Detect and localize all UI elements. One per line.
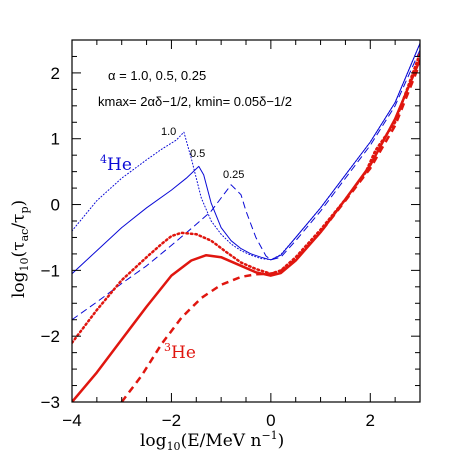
y-tick-label: −3 xyxy=(41,393,60,412)
curve-he3-alpha-0-5 xyxy=(72,59,420,402)
y-tick-label: 2 xyxy=(51,64,60,83)
he4-label: 4He xyxy=(100,153,132,175)
y-tick-label: −1 xyxy=(41,261,60,280)
alpha-label-1-0: 1.0 xyxy=(161,126,176,138)
x-tick-label: 2 xyxy=(366,411,375,430)
y-axis-title: log10(τac/τp) xyxy=(9,200,31,298)
x-tick-label: 0 xyxy=(266,411,275,430)
alpha-label-0-5: 0.5 xyxy=(190,148,205,160)
ticks-layer: −4 −2 0 2 −3 −2 −1 0 1 2 xyxy=(41,39,421,430)
alpha-label-0-25: 0.25 xyxy=(223,169,244,181)
x-tick-label: −2 xyxy=(162,411,181,430)
x-tick-label: −4 xyxy=(62,411,81,430)
he3-element: He xyxy=(171,343,196,363)
k-range-annotation: kmax= 2αδ−1/2, kmin= 0.05δ−1/2 xyxy=(98,94,292,109)
x-axis-title: log10(E/MeV n−1) xyxy=(140,429,284,453)
curve-he3-alpha-0-25 xyxy=(120,62,420,402)
he3-mass-number: 3 xyxy=(164,341,171,354)
curve-he3-alpha-1 xyxy=(72,51,420,345)
curve-he4-alpha-0-5 xyxy=(72,43,420,275)
y-tick-label: 1 xyxy=(51,130,60,149)
y-tick-label: 0 xyxy=(51,196,60,215)
curve-he4-alpha-0-25 xyxy=(72,49,420,321)
he3-label: 3He xyxy=(164,341,196,363)
alpha-annotation: α = 1.0, 0.5, 0.25 xyxy=(108,68,206,83)
he4-mass-number: 4 xyxy=(100,153,107,166)
y-tick-label: −2 xyxy=(41,327,60,346)
curves-layer xyxy=(72,42,420,402)
he4-element: He xyxy=(107,155,132,175)
